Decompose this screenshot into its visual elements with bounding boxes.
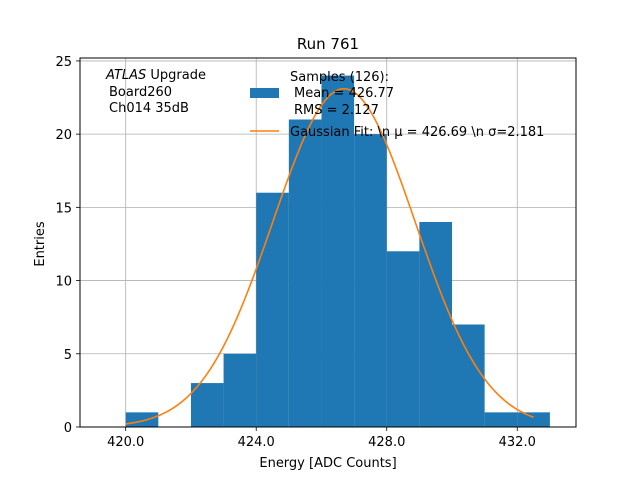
- ticks: 420.0 424.0 428.0 432.0 0 5 10 15 20 25: [55, 55, 535, 450]
- y-tick-label: 5: [64, 348, 72, 363]
- x-tick-label: 424.0: [238, 435, 275, 450]
- annotation-board: Board260: [109, 85, 172, 100]
- x-axis-label: Energy [ADC Counts]: [259, 456, 396, 471]
- histogram-bar: [484, 412, 518, 427]
- histogram-bar: [190, 383, 224, 427]
- legend: Samples (126): Mean = 426.77 RMS = 2.127…: [250, 70, 544, 140]
- x-tick-label: 428.0: [368, 435, 405, 450]
- y-tick-label: 25: [55, 55, 72, 70]
- histogram-bar: [256, 192, 289, 427]
- histogram-bar: [321, 75, 355, 428]
- fit-curve: [125, 87, 534, 425]
- histogram-bar: [419, 222, 452, 427]
- legend-hist-line-2: Mean = 426.77: [294, 86, 394, 101]
- legend-fit-label: Gaussian Fit: \n μ = 426.69 \n σ=2.181: [290, 125, 544, 140]
- histogram-bars: [125, 75, 550, 428]
- y-tick-label: 20: [55, 128, 72, 143]
- histogram-bar: [354, 134, 387, 427]
- legend-hist-line-3: RMS = 2.127: [294, 103, 379, 118]
- y-tick-label: 0: [64, 421, 72, 436]
- y-tick-label: 15: [55, 201, 72, 216]
- histogram-bar: [125, 412, 159, 427]
- atlas-annotation: ATLAS Upgrade Board260 Ch014 35dB: [105, 68, 206, 116]
- histogram-bar: [517, 412, 550, 427]
- annotation-channel: Ch014 35dB: [109, 101, 189, 116]
- atlas-rest: Upgrade: [146, 68, 206, 83]
- x-tick-label: 432.0: [499, 435, 536, 450]
- histogram-bar: [452, 324, 485, 427]
- histogram-bar: [386, 251, 420, 427]
- y-tick-label: 10: [55, 275, 72, 290]
- gaussian-fit: [125, 87, 534, 425]
- legend-hist-swatch: [250, 88, 279, 98]
- legend-hist-line-1: Samples (126):: [290, 70, 389, 85]
- chart-title: Run 761: [297, 35, 359, 53]
- x-tick-label: 420.0: [107, 435, 144, 450]
- axes-frame: [79, 57, 577, 428]
- svg-text:ATLAS Upgrade: ATLAS Upgrade: [105, 68, 206, 83]
- histogram-bar: [223, 353, 257, 427]
- histogram-bar: [288, 119, 322, 427]
- atlas-word: ATLAS: [105, 68, 146, 83]
- y-axis-label: Entries: [33, 221, 48, 267]
